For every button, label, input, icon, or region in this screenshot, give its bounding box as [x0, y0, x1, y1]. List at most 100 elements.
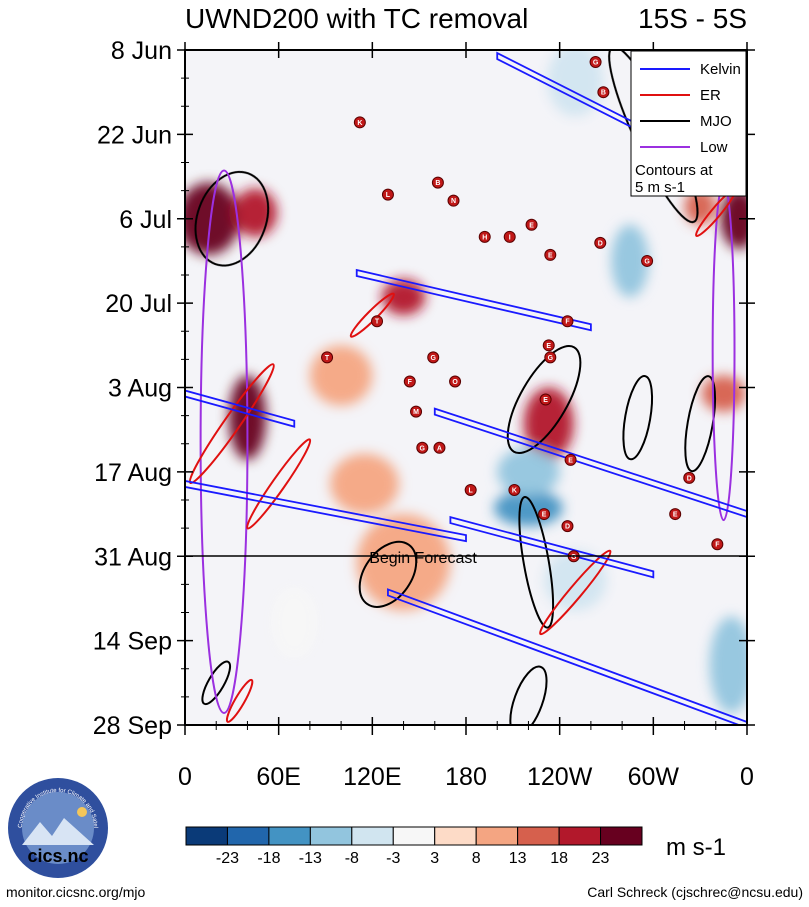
mjo-contour-4 [684, 375, 717, 473]
tc-marker-15 [321, 351, 334, 364]
tc-marker-label-19: O [452, 379, 458, 386]
cics-logo: cics.nc Cooperative Institute for Climat… [0, 0, 108, 878]
anomaly-blob-12 [356, 514, 451, 611]
tc-marker-31 [711, 538, 724, 551]
y-axis: 8 Jun 22 Jun 6 Jul 20 Jul 3 Aug 17 Aug 31 Aug 1… [93, 37, 755, 740]
legend-note-line2: 5 m s-1 [635, 179, 685, 196]
tc-marker-2 [353, 116, 366, 129]
kelvin-contour-4 [185, 480, 467, 543]
tc-marker-label-29: E [542, 512, 547, 519]
tc-marker-label-15: T [325, 355, 330, 362]
tc-marker-label-26: L [469, 487, 474, 494]
legend-entries: Kelvin ER MJO Low [640, 61, 741, 156]
tc-marker-label-9: D [598, 240, 603, 247]
tc-marker-8 [503, 230, 516, 243]
colorbar-swatch-6 [434, 826, 477, 846]
mjo-contour-7 [509, 665, 548, 725]
colorbar-swatch-8 [517, 826, 560, 846]
mjo-contour-3 [622, 375, 654, 461]
tc-marker-label-14: E [546, 343, 551, 350]
colorbar-units: m s-1 [666, 834, 726, 861]
tc-marker-5 [447, 194, 460, 207]
tc-marker-3 [431, 176, 444, 189]
tc-marker-18 [403, 375, 416, 388]
tc-marker-20 [539, 393, 552, 406]
colorbar-swatch-3 [309, 826, 353, 846]
mjo-contour-6 [518, 495, 555, 629]
legend-box [630, 50, 747, 197]
tc-marker-21 [410, 405, 423, 418]
colorbar-tick-label-6: 8 [472, 850, 481, 867]
tc-marker-9 [594, 236, 607, 249]
x-tick-label-6: 0 [740, 763, 754, 791]
tc-marker-4 [381, 188, 394, 201]
chart-title: UWND200 with TC removal [185, 3, 528, 34]
mjo-contour-2 [506, 345, 582, 455]
logo-ring-text: Cooperative Institute for Climate and Sa… [0, 0, 98, 828]
tc-marker-label-8: I [509, 234, 511, 241]
anomaly-blob-10 [330, 453, 399, 515]
colorbar-swatch-10 [600, 826, 643, 846]
legend-label-mjo: MJO [700, 113, 732, 130]
anomaly-blob-13 [611, 224, 649, 298]
x-axis: 0 60E 120E 180 120W 60W 0 [178, 42, 754, 791]
kelvin-contour-2 [185, 389, 296, 428]
tc-marker-23 [433, 441, 446, 454]
tc-marker-label-20: E [543, 397, 548, 404]
colorbar-tick-label-7: 13 [509, 850, 527, 867]
logo-text: cics.nc [27, 846, 88, 866]
legend-label-low: Low [700, 139, 728, 156]
anomaly-blob-0 [185, 182, 240, 255]
tc-marker-label-7: H [482, 234, 487, 241]
tc-marker-label-0: G [593, 60, 599, 67]
colorbar: -23 -18 -13 -8 -3 3 8 13 18 23 [185, 826, 643, 867]
kelvin-contour-6 [387, 588, 747, 725]
anomaly-blob-14 [547, 50, 604, 117]
x-tick-label-2: 120E [343, 763, 401, 791]
low-contour-0 [199, 169, 249, 714]
tc-marker-label-22: G [420, 445, 426, 452]
colorbar-tick-label-5: 3 [430, 850, 439, 867]
y-tick-label-5: 17 Aug [94, 459, 172, 487]
y-tick-label-2: 6 Jul [119, 206, 172, 234]
colorbar-swatch-5 [392, 826, 436, 846]
tc-marker-label-1: B [601, 90, 606, 97]
colorbar-tick-label-8: 18 [550, 850, 568, 867]
tc-marker-27 [508, 483, 521, 496]
tc-marker-label-4: L [386, 192, 391, 199]
colorbar-swatch-7 [475, 826, 519, 846]
tc-marker-label-21: M [413, 409, 419, 416]
tc-marker-10 [544, 248, 557, 261]
tc-marker-12 [371, 315, 384, 328]
mjo-contour-5 [358, 540, 418, 608]
tc-marker-22 [416, 441, 429, 454]
anomaly-blob-7 [309, 345, 373, 406]
tc-marker-label-30: D [565, 524, 570, 531]
tc-marker-label-11: G [644, 258, 650, 265]
legend-note-line1: Contours at [635, 162, 713, 179]
tc-marker-label-25: D [687, 475, 692, 482]
colorbar-swatch-4 [351, 826, 394, 846]
y-tick-label-3: 20 Jul [105, 290, 172, 318]
x-tick-label-5: 60W [628, 763, 680, 791]
tc-marker-label-27: K [512, 487, 517, 494]
tc-marker-11 [641, 254, 654, 267]
tc-marker-label-24: E [568, 457, 573, 464]
tc-marker-1 [597, 86, 610, 99]
footer-url: monitor.cicsnc.org/mjo [6, 884, 145, 900]
y-tick-label-4: 3 Aug [108, 375, 172, 403]
colorbar-tick-label-0: -23 [216, 850, 239, 867]
er-contour-3 [539, 549, 612, 636]
tc-marker-19 [449, 375, 462, 388]
y-tick-label-0: 8 Jun [111, 37, 172, 65]
tc-marker-6 [525, 218, 538, 231]
tc-marker-29 [538, 508, 551, 521]
anomaly-blob-15 [497, 447, 560, 496]
tc-marker-26 [464, 483, 477, 496]
colorbar-tick-label-9: 23 [592, 850, 610, 867]
y-tick-label-8: 28 Sep [93, 712, 172, 740]
footer-credit: Carl Schreck (cjschrec@ncsu.edu) [587, 884, 803, 900]
tc-marker-label-28: E [673, 512, 678, 519]
